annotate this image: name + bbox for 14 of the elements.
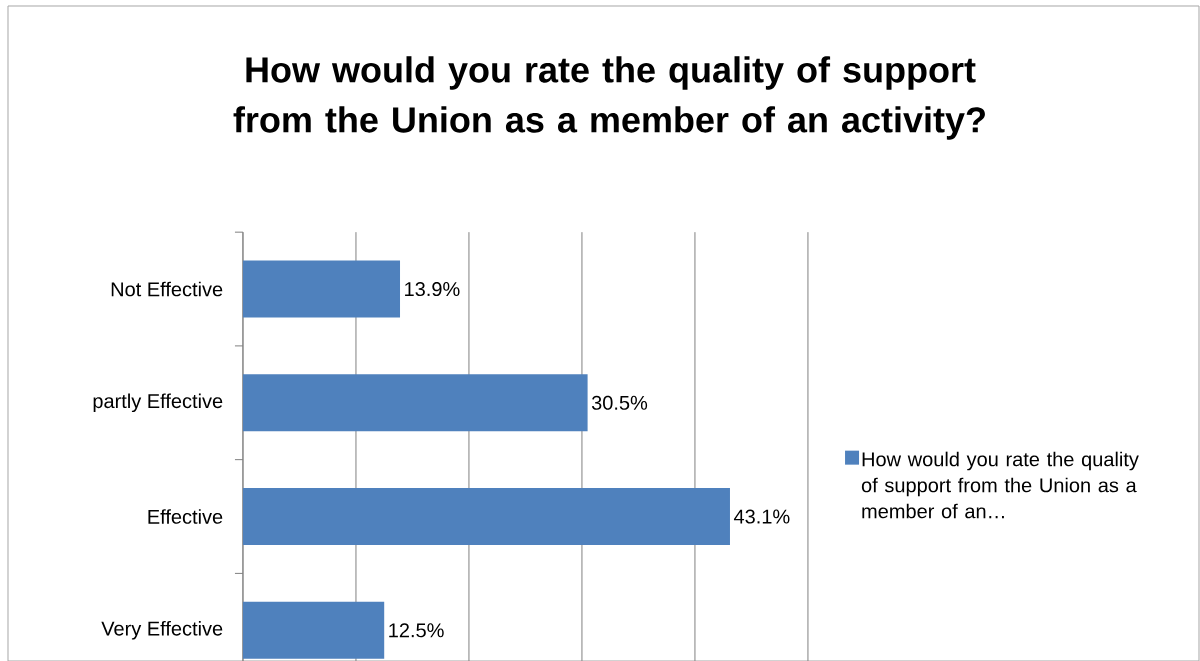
chart-title: How would you rate the quality of support from the Union as a member of an activity?	[233, 56, 985, 140]
bar	[242, 260, 401, 318]
data-label: 12.5%	[389, 623, 444, 638]
data-label: 13.9%	[405, 281, 460, 297]
legend-label: How would you rate the quality of support from the Union as a member of an…	[861, 451, 1139, 519]
bar	[242, 374, 588, 432]
bar	[242, 601, 385, 659]
y-tick-label: Not Effective	[111, 281, 223, 297]
data-label: 43.1%	[733, 509, 790, 524]
y-tick-label: partly Effective	[93, 393, 223, 413]
y-tick-label: Very Effective	[101, 620, 223, 640]
data-label: 30.5%	[591, 395, 648, 410]
bar	[242, 488, 730, 545]
y-tick-label: Effective	[148, 509, 223, 524]
